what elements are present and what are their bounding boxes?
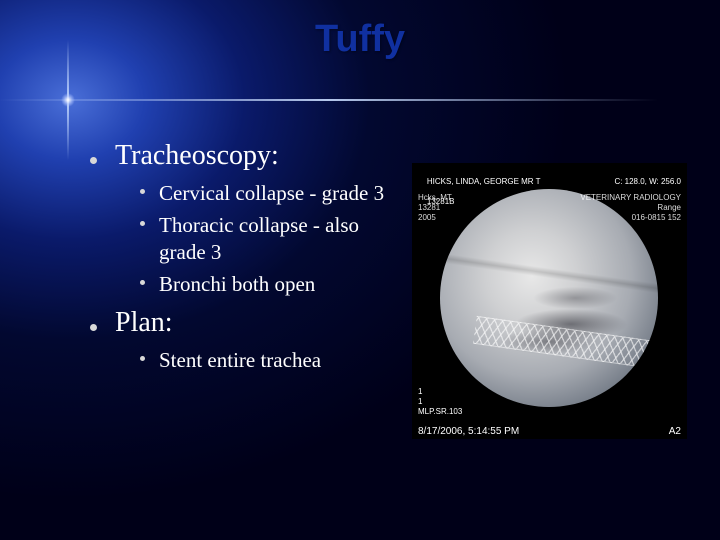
section-heading: Plan: <box>115 307 173 339</box>
item-text: Cervical collapse - grade 3 <box>159 180 384 206</box>
bullet-icon <box>140 221 145 226</box>
lens-flare-decoration <box>68 100 69 101</box>
xray-corner-label: A2 <box>669 426 681 437</box>
bullet-icon <box>90 157 97 164</box>
xray-bottom-bar: 8/17/2006, 5:14:55 PM A2 <box>412 423 687 439</box>
xray-image: HICKS, LINDA, GEORGE MR T 13281B C: 128.… <box>412 163 687 439</box>
xray-overlay-bl: 1 1 MLP.SR.103 <box>418 387 462 417</box>
bullet-icon <box>140 280 145 285</box>
xray-overlay-tl2: Hcks, MT 13281 2005 <box>418 193 452 223</box>
xray-stent <box>473 316 658 370</box>
xray-patient-name: HICKS, LINDA, GEORGE MR T <box>427 177 541 186</box>
item-text: Stent entire trachea <box>159 347 321 373</box>
xray-timestamp: 8/17/2006, 5:14:55 PM <box>418 426 519 437</box>
xray-window-level: C: 128.0, W: 256.0 <box>614 177 681 186</box>
lens-flare-core <box>61 93 75 107</box>
bullet-icon <box>140 189 145 194</box>
section-heading: Tracheoscopy: <box>115 140 279 172</box>
bullet-icon <box>90 324 97 331</box>
item-text: Thoracic collapse - also grade 3 <box>159 212 394 265</box>
bullet-icon <box>140 356 145 361</box>
xray-overlay-tr2: VETERINARY RADIOLOGY Range 016-0815 152 <box>580 193 681 223</box>
item-text: Bronchi both open <box>159 271 315 297</box>
slide-title: Tuffy <box>0 18 720 61</box>
